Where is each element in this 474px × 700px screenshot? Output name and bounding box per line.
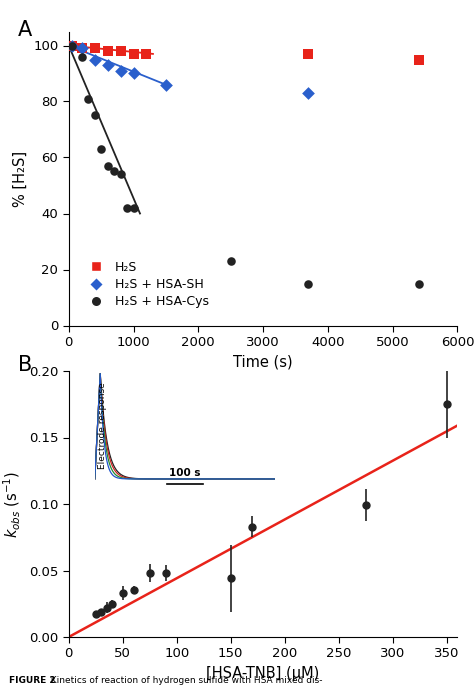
Point — [162, 79, 170, 90]
Point — [143, 48, 150, 60]
Text: Kinetics of reaction of hydrogen sulfide with HSA mixed dis-: Kinetics of reaction of hydrogen sulfide… — [45, 676, 322, 685]
Y-axis label: $k_{obs}$ (s$^{-1}$): $k_{obs}$ (s$^{-1}$) — [2, 470, 23, 538]
Text: Electrode response: Electrode response — [99, 382, 108, 468]
Point — [110, 166, 118, 177]
Point — [91, 54, 99, 65]
Text: B: B — [18, 355, 32, 375]
Point — [305, 278, 312, 289]
Point — [123, 202, 131, 214]
Point — [91, 110, 99, 121]
Point — [78, 43, 85, 54]
Point — [415, 278, 422, 289]
Point — [117, 65, 124, 76]
Point — [415, 54, 422, 65]
Text: 100 s: 100 s — [169, 468, 201, 478]
Point — [130, 202, 137, 214]
Point — [68, 40, 76, 51]
X-axis label: Time (s): Time (s) — [233, 354, 293, 370]
Text: FIGURE 2: FIGURE 2 — [9, 676, 56, 685]
Point — [97, 144, 105, 155]
Y-axis label: % [H₂S]: % [H₂S] — [12, 150, 27, 206]
Point — [130, 68, 137, 79]
Point — [78, 43, 85, 54]
Point — [68, 40, 76, 51]
Point — [104, 46, 111, 57]
Point — [104, 160, 111, 172]
Legend: H₂S, H₂S + HSA-SH, H₂S + HSA-Cys: H₂S, H₂S + HSA-SH, H₂S + HSA-Cys — [79, 256, 214, 314]
Point — [104, 60, 111, 71]
Point — [117, 169, 124, 180]
Point — [227, 256, 235, 267]
Point — [305, 48, 312, 60]
Point — [305, 88, 312, 99]
Point — [78, 51, 85, 62]
Point — [68, 40, 76, 51]
Point — [130, 48, 137, 60]
Point — [117, 46, 124, 57]
Point — [84, 93, 92, 104]
X-axis label: [HSA-TNB] (μM): [HSA-TNB] (μM) — [207, 666, 319, 681]
Point — [91, 43, 99, 54]
Text: A: A — [18, 20, 32, 40]
